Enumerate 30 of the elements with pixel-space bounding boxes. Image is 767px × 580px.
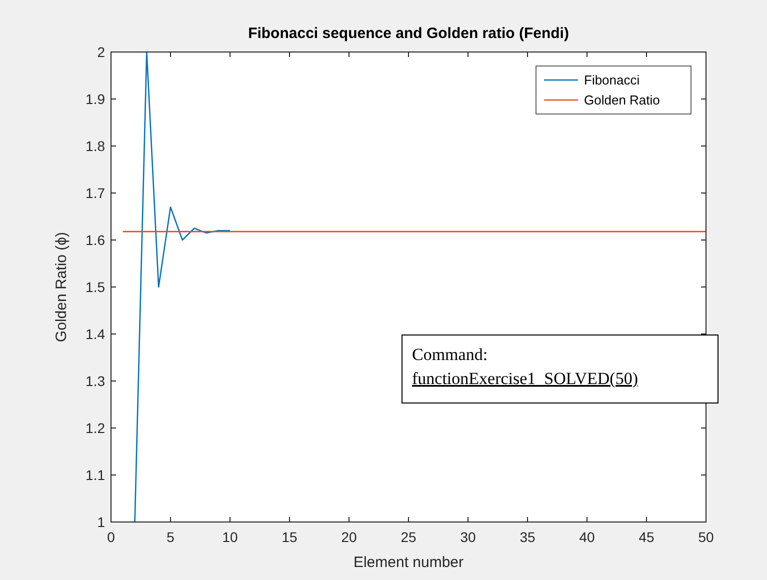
y-tick-label: 1.8 [86, 138, 106, 154]
x-axis-title: Element number [353, 554, 464, 571]
annotation: functionExercise1_SOLVED(50) [412, 369, 638, 388]
x-tick-label: 40 [579, 529, 595, 545]
x-tick-label: 30 [460, 529, 476, 545]
y-tick-label: 2 [97, 44, 106, 60]
y-tick-label: 1.5 [86, 278, 106, 295]
y-tick-label: 1.2 [86, 420, 106, 436]
chart-title: Fibonacci sequence and Golden ratio (Fendi) [248, 25, 569, 42]
y-tick-label: 1.1 [86, 466, 106, 483]
x-tick-label: 50 [698, 529, 714, 545]
y-tick-label: 1 [97, 514, 106, 530]
y-tick-label: 1.9 [86, 90, 106, 107]
x-tick-label: 20 [341, 529, 357, 545]
x-tick-label: 10 [222, 529, 238, 545]
y-tick-label: 1.3 [86, 372, 106, 389]
x-tick-label: 45 [638, 529, 654, 545]
annotation: Command: [412, 345, 488, 364]
y-axis-title: Golden Ratio (ϕ) [53, 232, 70, 342]
x-tick-label: 15 [282, 529, 298, 545]
y-tick-label: 1.6 [86, 232, 106, 248]
legend-label: Golden Ratio [584, 92, 660, 108]
x-tick-label: 0 [107, 529, 116, 545]
line-series [134, 51, 231, 523]
legend-label: Fibonacci [584, 72, 640, 88]
x-tick-label: 25 [400, 529, 416, 545]
y-tick-label: 1.7 [86, 184, 106, 201]
x-tick-label: 35 [520, 529, 536, 545]
x-tick-label: 5 [166, 529, 175, 545]
y-tick-label: 1.4 [86, 326, 106, 342]
